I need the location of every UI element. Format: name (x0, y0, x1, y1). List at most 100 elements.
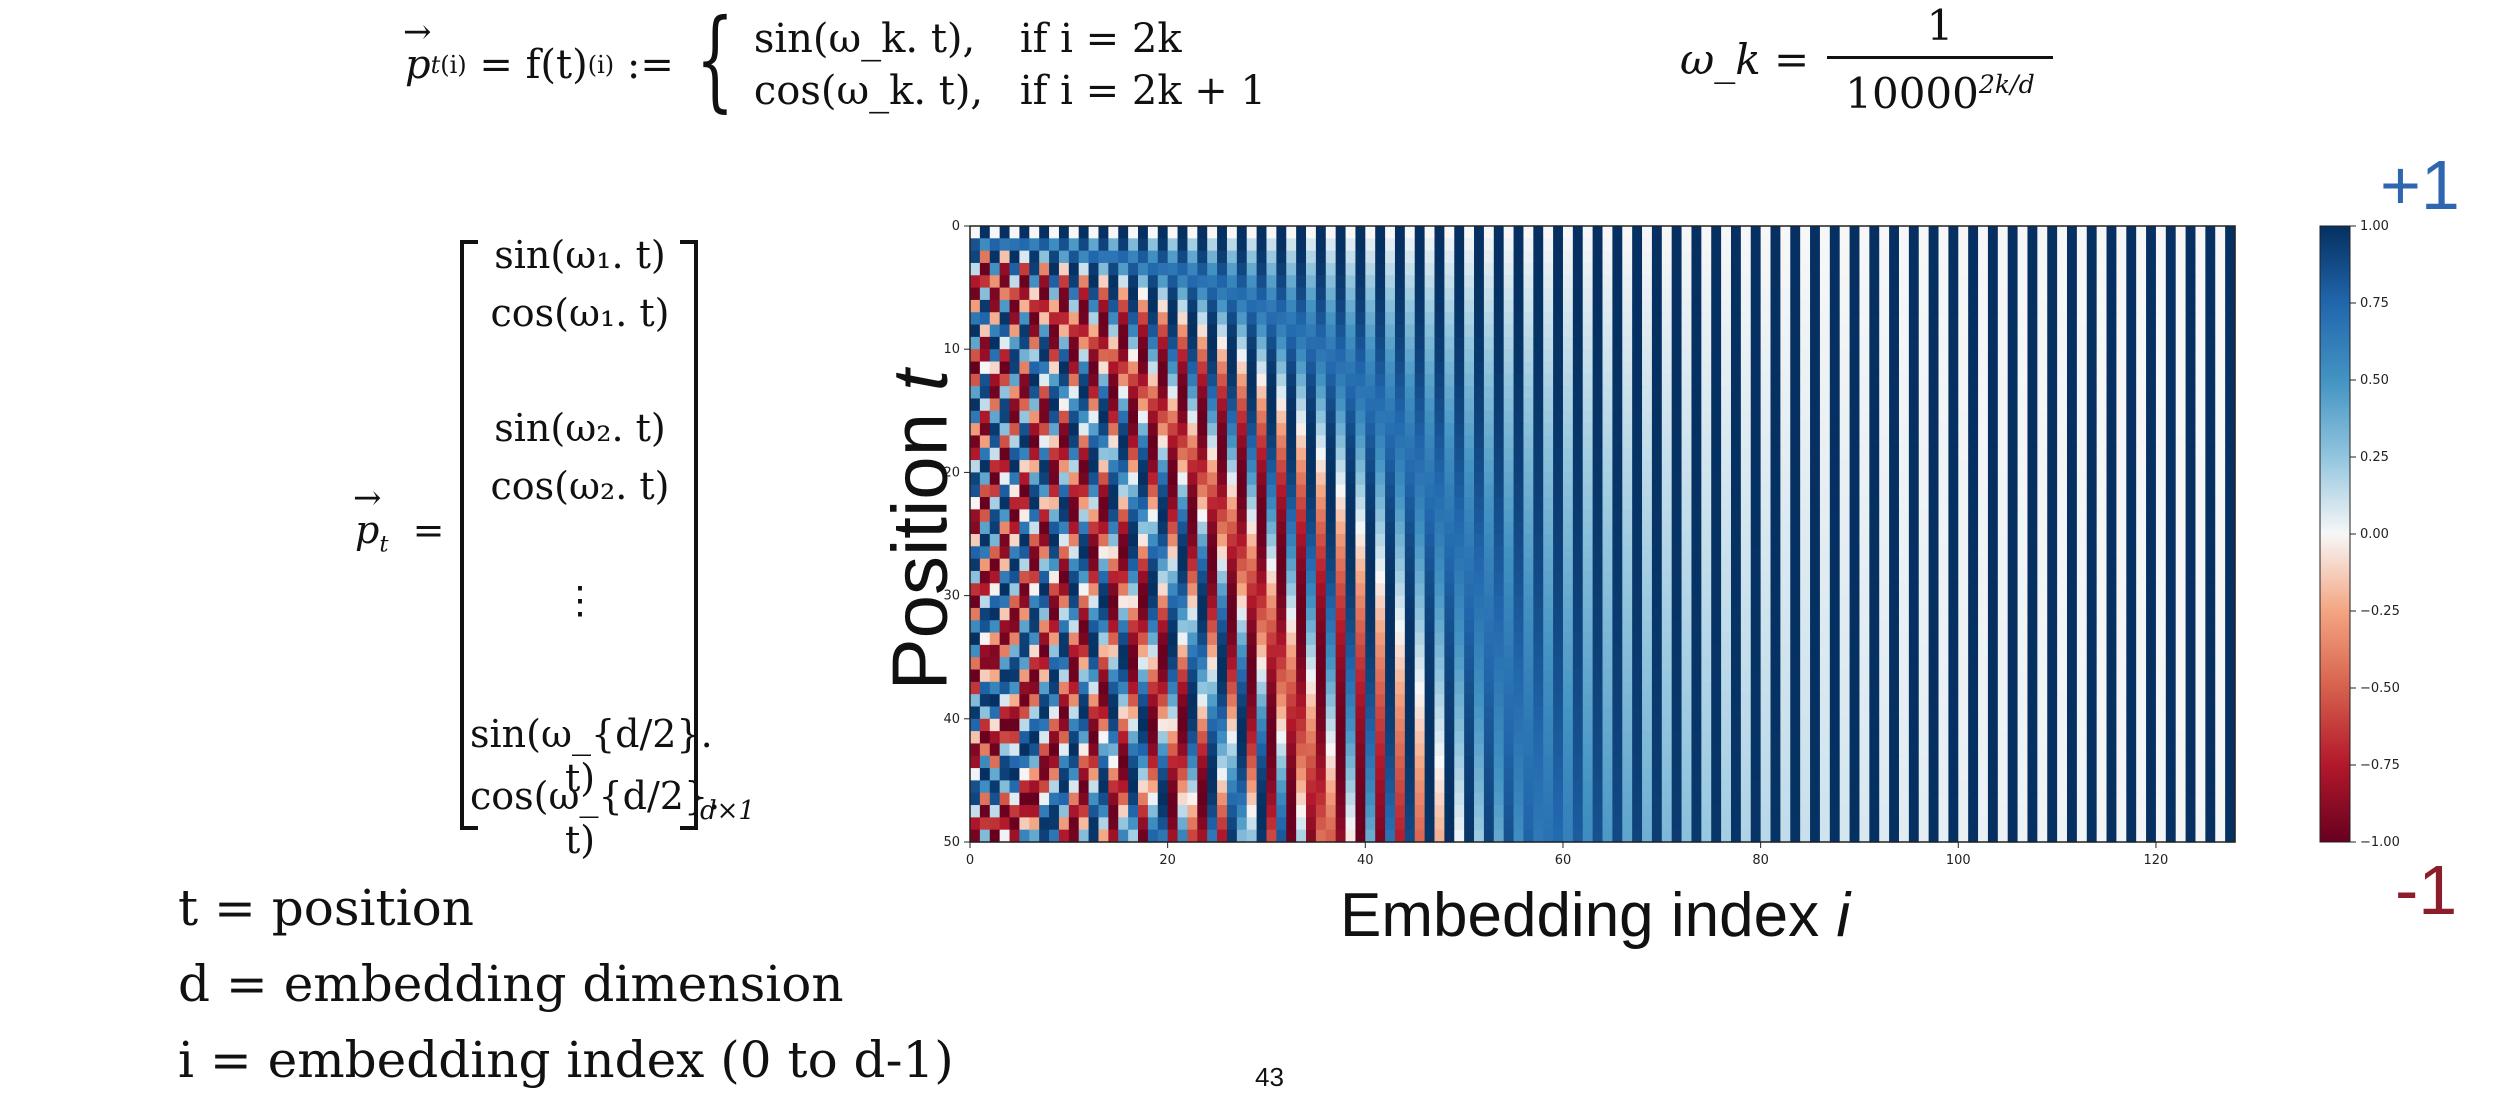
heatmap-cell (1533, 472, 1543, 485)
heatmap-cell (1879, 349, 1889, 362)
heatmap-cell (2186, 608, 2196, 621)
heatmap-cell (1859, 460, 1869, 473)
heatmap-cell (1029, 288, 1039, 301)
heatmap-cell (1385, 275, 1395, 288)
heatmap-cell (1434, 657, 1444, 670)
heatmap-cell (1494, 337, 1504, 350)
heatmap-cell (2008, 657, 2018, 670)
heatmap-cell (2107, 522, 2117, 535)
heatmap-cell (1336, 325, 1346, 338)
heatmap-cell (2107, 608, 2117, 621)
heatmap-cell (1543, 633, 1553, 646)
heatmap-cell (2156, 583, 2166, 596)
heatmap-cell (1771, 386, 1781, 399)
heatmap-cell (1731, 362, 1741, 375)
heatmap-cell (1019, 226, 1029, 239)
heatmap-cell (1909, 694, 1919, 707)
heatmap-cell (1869, 657, 1879, 670)
heatmap-cell (1850, 411, 1860, 424)
heatmap-cell (1632, 226, 1642, 239)
heatmap-cell (1859, 423, 1869, 436)
heatmap-cell (1514, 534, 1524, 547)
heatmap-cell (1998, 460, 2008, 473)
heatmap-cell (1089, 238, 1099, 251)
heatmap-cell (1998, 448, 2008, 461)
heatmap-cell (1869, 645, 1879, 658)
heatmap-cell (1998, 670, 2008, 683)
heatmap-cell (1830, 596, 1840, 609)
heatmap-cell (1830, 238, 1840, 251)
heatmap-cell (1089, 435, 1099, 448)
heatmap-cell (2077, 534, 2087, 547)
heatmap-cell (1622, 325, 1632, 338)
heatmap-cell (1405, 226, 1415, 239)
heatmap-cell (1306, 448, 1316, 461)
heatmap-cell (1405, 694, 1415, 707)
heatmap-cell (1612, 362, 1622, 375)
heatmap-cell (1494, 472, 1504, 485)
heatmap-cell (2195, 682, 2205, 695)
heatmap-cell (1286, 238, 1296, 251)
heatmap-cell (1237, 571, 1247, 584)
heatmap-cell (1415, 546, 1425, 559)
heatmap-cell (970, 633, 980, 646)
heatmap-cell (1761, 460, 1771, 473)
heatmap-cell (1998, 411, 2008, 424)
heatmap-cell (1118, 633, 1128, 646)
heatmap-cell (1790, 312, 1800, 325)
heatmap-cell (2176, 633, 2186, 646)
heatmap-cell (1691, 460, 1701, 473)
heatmap-cell (1089, 275, 1099, 288)
heatmap-cell (1098, 300, 1108, 313)
heatmap-cell (1859, 238, 1869, 251)
heatmap-cell (1118, 596, 1128, 609)
heatmap-cell (1523, 559, 1533, 572)
heatmap-cell (1583, 288, 1593, 301)
heatmap-cell (1543, 288, 1553, 301)
heatmap-cell (2126, 398, 2136, 411)
heatmap-cell (1889, 275, 1899, 288)
heatmap-cell (2195, 411, 2205, 424)
heatmap-cell (1988, 460, 1998, 473)
heatmap-cell (1029, 312, 1039, 325)
heatmap-cell (1672, 682, 1682, 695)
heatmap-cell (2146, 398, 2156, 411)
heatmap-cell (1326, 596, 1336, 609)
heatmap-cell (2195, 460, 2205, 473)
heatmap-cell (1118, 312, 1128, 325)
heatmap-cell (1227, 435, 1237, 448)
heatmap-cell (1464, 263, 1474, 276)
heatmap-cell (1593, 472, 1603, 485)
heatmap-cell (1800, 312, 1810, 325)
heatmap-cell (2018, 485, 2028, 498)
heatmap-cell (1948, 300, 1958, 313)
heatmap-cell (1939, 645, 1949, 658)
heatmap-cell (1039, 509, 1049, 522)
heatmap-cell (1662, 398, 1672, 411)
heatmap-cell (1217, 633, 1227, 646)
heatmap-cell (2087, 251, 2097, 264)
heatmap-cell (1355, 435, 1365, 448)
heatmap-cell (1296, 448, 1306, 461)
heatmap-cell (1484, 670, 1494, 683)
heatmap-cell (1780, 362, 1790, 375)
heatmap-cell (2087, 485, 2097, 498)
heatmap-cell (1543, 682, 1553, 695)
heatmap-cell (1632, 251, 1642, 264)
heatmap-cell (1909, 546, 1919, 559)
heatmap-cell (1069, 411, 1079, 424)
heatmap-cell (2067, 620, 2077, 633)
heatmap-cell (2136, 374, 2146, 387)
heatmap-cell (1741, 226, 1751, 239)
heatmap-cell (1039, 583, 1049, 596)
heatmap-cell (1079, 263, 1089, 276)
heatmap-cell (1276, 633, 1286, 646)
heatmap-cell (1217, 275, 1227, 288)
heatmap-cell (2146, 670, 2156, 683)
heatmap-cell (1010, 349, 1020, 362)
heatmap-cell (1790, 694, 1800, 707)
heatmap-cell (1049, 386, 1059, 399)
heatmap-cell (1108, 263, 1118, 276)
heatmap-cell (1257, 620, 1267, 633)
heatmap-cell (1098, 325, 1108, 338)
